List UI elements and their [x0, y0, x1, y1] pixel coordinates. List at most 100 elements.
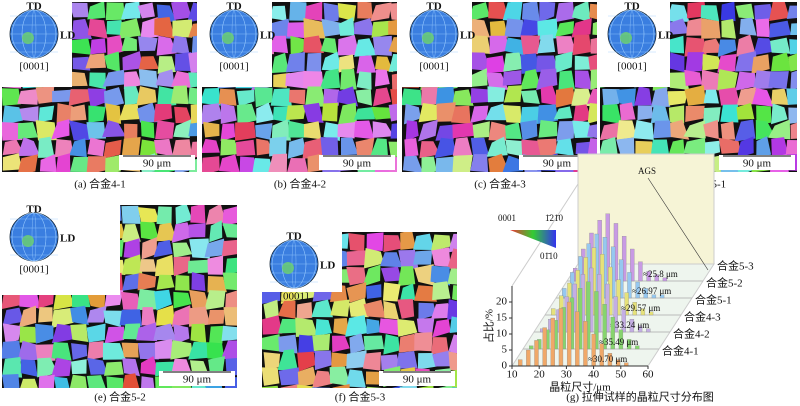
grain [206, 342, 225, 360]
grain [289, 2, 308, 21]
grain [372, 35, 392, 56]
x-tick-label: 50 [615, 369, 627, 381]
grain [269, 136, 287, 157]
grain [19, 289, 40, 309]
grain [353, 18, 376, 36]
grain [371, 106, 394, 120]
caption: (b) 合金4-2 [274, 177, 326, 191]
grain [340, 69, 357, 90]
grain [271, 52, 289, 74]
grain [337, 121, 357, 139]
grain [505, 139, 524, 157]
grain [106, 20, 125, 36]
grain [220, 123, 236, 142]
grain [2, 70, 22, 89]
grain [207, 275, 227, 293]
grain [204, 238, 226, 258]
ebsd-map [262, 232, 457, 388]
grain [189, 141, 197, 159]
grain [262, 315, 283, 335]
bar [583, 321, 588, 367]
grain [602, 104, 622, 124]
grain [370, 138, 389, 157]
grain [187, 259, 211, 274]
grain [420, 69, 440, 90]
grain [684, 37, 707, 57]
grain [790, 22, 797, 35]
pole-grid [211, 9, 257, 59]
grain [202, 138, 220, 154]
grain [302, 137, 324, 159]
grain [486, 55, 506, 74]
scale-box [719, 155, 795, 170]
series-name: 合金4-1 [662, 344, 699, 358]
grain [520, 90, 540, 104]
grain [255, 123, 273, 140]
grain [587, 122, 597, 141]
grain [703, 89, 719, 104]
grain [20, 359, 38, 377]
grain [650, 87, 671, 108]
grain [86, 122, 107, 140]
grain [380, 266, 402, 282]
grain [354, 38, 377, 57]
bar [624, 292, 629, 316]
grain [432, 281, 451, 301]
grain [588, 51, 597, 71]
grain [173, 256, 191, 277]
td-label: TD [286, 231, 301, 243]
grain [171, 35, 190, 54]
bar [518, 359, 523, 367]
grain [653, 120, 672, 139]
grain [537, 138, 558, 158]
grain [414, 264, 435, 286]
bar [659, 294, 665, 299]
grain [288, 89, 306, 105]
grain [402, 155, 424, 172]
grain [237, 103, 258, 125]
grain [421, 156, 437, 172]
grain [346, 250, 367, 266]
grain [737, 136, 754, 159]
grain [434, 137, 456, 159]
grain [88, 274, 107, 293]
grain [303, 102, 324, 123]
grain [536, 55, 559, 72]
grain [390, 122, 397, 139]
grain [451, 3, 475, 21]
grain [414, 285, 437, 302]
grain [668, 139, 685, 157]
caption: (f) 合金5-3 [335, 390, 386, 404]
grain [734, 51, 758, 72]
bar [662, 277, 668, 282]
grain [87, 137, 106, 157]
grain [102, 223, 126, 241]
grain [619, 102, 636, 121]
grain [35, 120, 57, 141]
grain [449, 316, 457, 333]
grain [735, 71, 756, 91]
grain [312, 387, 334, 388]
grain [120, 2, 141, 20]
grain [297, 351, 316, 372]
grain [388, 141, 397, 158]
grain [90, 38, 107, 55]
grain [272, 105, 290, 123]
annotation-line [647, 177, 709, 271]
grain [337, 34, 360, 56]
grain [122, 273, 143, 291]
grain [452, 89, 474, 106]
grain [650, 139, 670, 158]
bar [542, 327, 547, 367]
grain [52, 52, 72, 72]
grain [790, 120, 797, 140]
grain [2, 88, 22, 106]
grain [600, 136, 618, 157]
series-name: 合金5-3 [717, 259, 754, 273]
grain [106, 376, 124, 388]
direction-label: [0001] [279, 291, 308, 303]
grain [451, 105, 471, 124]
bar [648, 311, 654, 316]
grain [221, 325, 237, 342]
grain [397, 319, 418, 337]
